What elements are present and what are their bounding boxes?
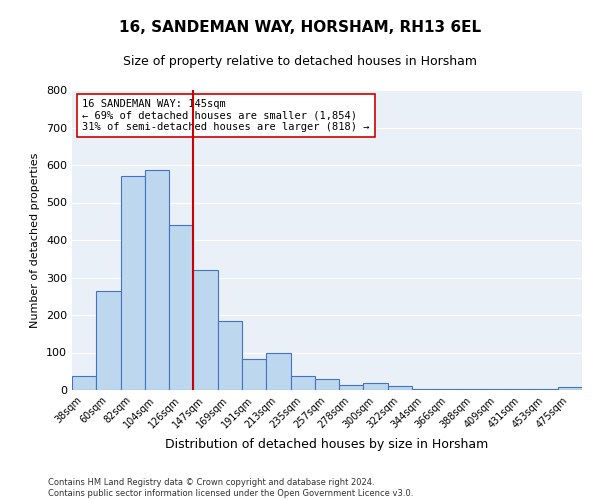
Text: Contains HM Land Registry data © Crown copyright and database right 2024.
Contai: Contains HM Land Registry data © Crown c…	[48, 478, 413, 498]
X-axis label: Distribution of detached houses by size in Horsham: Distribution of detached houses by size …	[166, 438, 488, 451]
Bar	[509, 389, 533, 390]
Bar	[436, 389, 461, 390]
Y-axis label: Number of detached properties: Number of detached properties	[31, 152, 40, 328]
Bar	[558, 387, 582, 390]
Text: Size of property relative to detached houses in Horsham: Size of property relative to detached ho…	[123, 55, 477, 68]
Bar	[412, 389, 436, 390]
Bar	[388, 386, 412, 390]
Bar	[290, 376, 315, 390]
Bar	[72, 376, 96, 390]
Bar	[169, 225, 193, 390]
Bar	[533, 389, 558, 390]
Bar	[339, 385, 364, 390]
Bar	[121, 176, 145, 390]
Bar	[485, 389, 509, 390]
Bar	[461, 389, 485, 390]
Bar	[218, 320, 242, 390]
Bar	[242, 359, 266, 390]
Bar	[96, 290, 121, 390]
Text: 16 SANDEMAN WAY: 145sqm
← 69% of detached houses are smaller (1,854)
31% of semi: 16 SANDEMAN WAY: 145sqm ← 69% of detache…	[82, 99, 370, 132]
Bar	[266, 352, 290, 390]
Bar	[315, 379, 339, 390]
Bar	[364, 383, 388, 390]
Text: 16, SANDEMAN WAY, HORSHAM, RH13 6EL: 16, SANDEMAN WAY, HORSHAM, RH13 6EL	[119, 20, 481, 35]
Bar	[193, 270, 218, 390]
Bar	[145, 170, 169, 390]
